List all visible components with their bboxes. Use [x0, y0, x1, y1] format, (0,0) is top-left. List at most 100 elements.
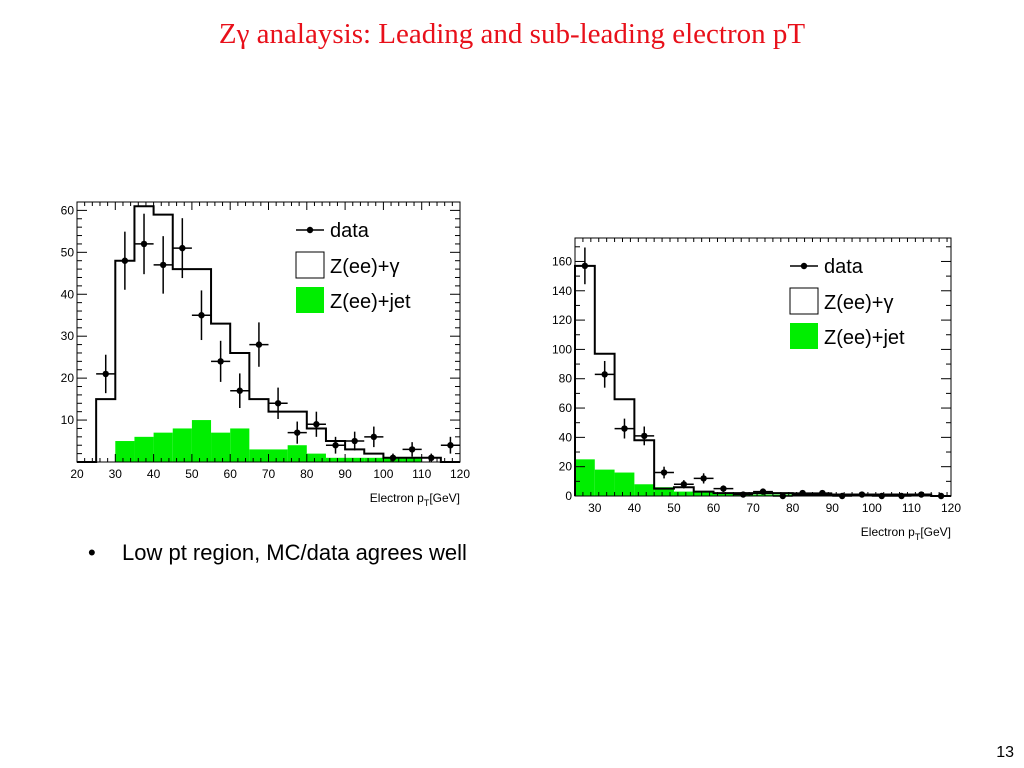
data-point	[812, 489, 833, 497]
y-tick-label: 120	[552, 313, 572, 327]
legend-zjet-box	[790, 323, 818, 349]
page-number: 13	[996, 744, 1014, 761]
x-tick-label: 80	[786, 501, 800, 515]
jet-bar	[654, 487, 674, 496]
legend: data Z(ee)+γ Z(ee)+jet	[789, 256, 905, 349]
data-marker	[428, 454, 435, 462]
data-marker	[641, 432, 648, 440]
data-point	[673, 480, 694, 489]
data-marker	[255, 341, 263, 348]
data-point	[287, 421, 307, 444]
jet-bar	[693, 491, 714, 496]
legend-data-marker	[800, 262, 808, 270]
y-tick-label: 100	[552, 342, 572, 356]
data-point	[134, 213, 154, 275]
x-tick-label: 100	[373, 467, 393, 481]
x-axis-title: Electron pT[GeV]	[861, 525, 951, 542]
data-marker	[447, 442, 454, 449]
data-marker	[621, 425, 628, 432]
data-marker	[918, 491, 925, 498]
y-tick-label: 140	[552, 284, 572, 298]
y-tick-label: 80	[559, 372, 573, 386]
data-marker	[102, 370, 109, 378]
data-point	[832, 492, 853, 500]
data-point	[325, 436, 346, 454]
legend: data Z(ee)+γ Z(ee)+jet	[295, 220, 411, 313]
slide-title: Zγ analaysis: Leading and sub-leading el…	[218, 18, 806, 50]
jet-bar	[575, 459, 595, 496]
data-point	[654, 466, 674, 479]
data-marker	[198, 312, 205, 319]
jet-bar	[713, 493, 734, 496]
data-point	[792, 489, 813, 497]
data-point	[871, 492, 892, 500]
x-axis-title-main: Electron p	[861, 525, 915, 539]
legend-zgamma-box	[295, 251, 325, 279]
data-point	[772, 492, 793, 500]
legend-data-marker	[306, 226, 314, 234]
x-tick-label: 60	[707, 501, 721, 515]
legend-zgamma-label: Z(ee)+γ	[824, 292, 893, 314]
data-point	[693, 473, 714, 484]
data-point	[634, 426, 655, 446]
x-axis-title-unit: [GeV]	[920, 525, 951, 539]
jet-bar	[230, 428, 250, 462]
jet-bar	[191, 420, 212, 462]
subleading-pt-plot: 30 40 50 60 70 80 90 100 110 120 0 20 40 60 80 100 120 14…	[552, 237, 961, 542]
leading-pt-plot: 20 30 40 50 60 70 80 90 100 110 120 10 20 30 40 50 60 Ele…	[61, 201, 470, 508]
x-tick-label: 20	[70, 467, 84, 481]
data-point	[753, 488, 773, 495]
data-point	[364, 426, 384, 448]
data-point	[115, 231, 135, 290]
jet-bar	[115, 441, 135, 462]
data-point	[345, 431, 365, 451]
y-tick-label: 20	[61, 371, 75, 385]
jet-bar	[172, 428, 192, 462]
jet-bar	[287, 445, 307, 462]
legend-zjet-label: Z(ee)+jet	[330, 291, 411, 313]
data-marker	[294, 429, 301, 436]
data-marker	[370, 433, 378, 441]
data-point	[211, 340, 231, 382]
legend-zjet-box	[296, 287, 324, 313]
data-marker	[720, 485, 727, 492]
data-point	[268, 387, 288, 419]
data-marker	[680, 481, 688, 488]
data-marker	[274, 400, 282, 407]
data-point	[891, 492, 912, 500]
data-marker	[121, 257, 129, 264]
data-marker	[660, 469, 668, 476]
data-point	[733, 491, 754, 498]
data-marker	[700, 475, 707, 482]
jet-bar	[134, 436, 154, 462]
y-tick-label: 160	[552, 254, 572, 268]
data-marker	[759, 488, 767, 495]
jet-bar	[211, 432, 231, 462]
data-point	[383, 453, 403, 462]
data-marker	[937, 492, 945, 500]
jet-bar	[673, 491, 694, 496]
jet-bar	[306, 453, 326, 462]
data-marker	[898, 492, 905, 500]
data-point	[191, 290, 212, 341]
data-marker	[779, 492, 786, 500]
data-marker	[581, 262, 589, 270]
legend-data-label: data	[330, 220, 370, 242]
x-tick-label: 110	[902, 501, 921, 515]
data-marker	[332, 442, 339, 449]
plot-frame	[574, 237, 952, 497]
data-marker	[313, 421, 320, 428]
x-tick-label: 120	[450, 467, 470, 481]
data-point	[96, 354, 116, 394]
jet-bar	[614, 472, 635, 496]
jet-bar	[634, 484, 655, 496]
data-marker	[858, 491, 866, 498]
zgamma-histogram-line	[574, 264, 951, 497]
data-point	[713, 485, 734, 492]
data-point	[614, 418, 635, 439]
x-tick-label: 80	[300, 467, 314, 481]
data-point	[153, 236, 173, 294]
x-axis-title-unit: [GeV]	[429, 491, 460, 505]
data-marker	[159, 261, 167, 269]
data-point	[172, 218, 192, 279]
